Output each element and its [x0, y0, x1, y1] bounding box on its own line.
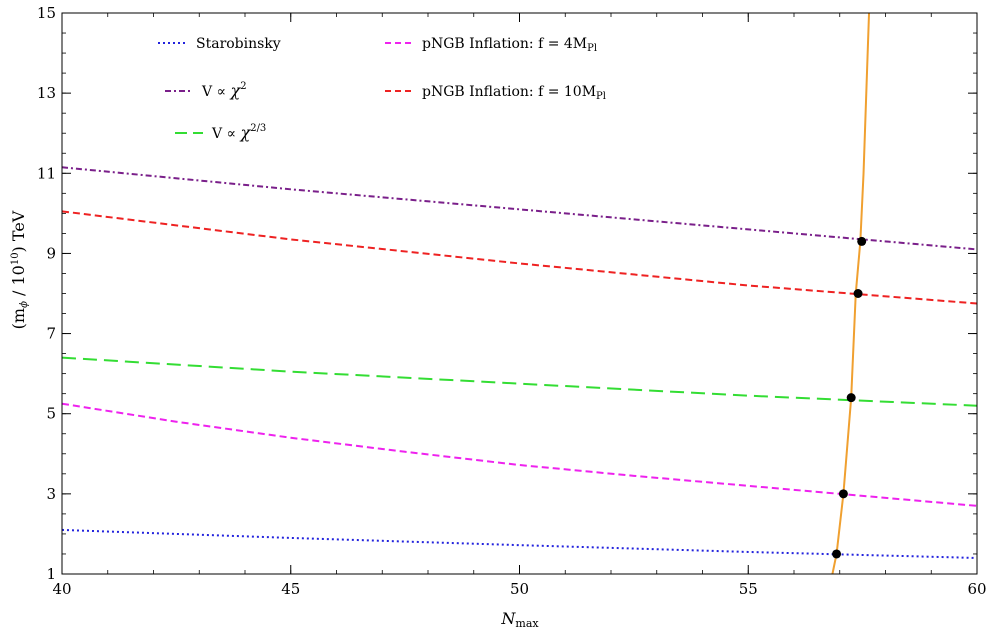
intersection-point-2 — [838, 489, 848, 499]
x-tick-label: 50 — [510, 580, 529, 598]
y-tick-label: 5 — [46, 405, 56, 423]
legend-quadratic-var: χ — [230, 81, 242, 100]
legend: Starobinsky V ∝ χ2 V ∝ χ2/3 pNGB Inflati… — [158, 36, 606, 142]
y-axis-title-close: ) TeV — [9, 210, 28, 252]
x-tick-label: 55 — [739, 580, 758, 598]
legend-quadratic-prefix: V ∝ — [201, 84, 231, 100]
intersection-point-3 — [846, 393, 856, 403]
y-tick-label: 1 — [46, 565, 56, 583]
y-tick-label: 15 — [37, 4, 56, 22]
legend-two-thirds-var: χ — [240, 123, 252, 142]
y-tick-label: 7 — [46, 325, 56, 343]
y-tick-label: 9 — [46, 244, 56, 262]
legend-item-starobinsky: Starobinsky — [158, 36, 281, 52]
x-axis-title-sub: max — [515, 617, 539, 630]
y-axis-title-mid: / 10 — [9, 265, 28, 301]
series-line-5 — [61, 210, 978, 305]
x-tick-labels: 40 45 50 55 60 — [52, 580, 986, 598]
legend-pngb-4-text: pNGB Inflation: f = 4M — [422, 36, 587, 52]
series-line-2 — [61, 166, 978, 251]
legend-label-starobinsky: Starobinsky — [196, 36, 281, 52]
x-axis-title-main: N — [500, 609, 516, 628]
y-tick-label: 11 — [37, 164, 56, 182]
y-axis-title-sub: ϕ — [19, 301, 30, 308]
legend-item-quadratic: V ∝ χ2 — [165, 81, 247, 100]
plot-frame — [61, 12, 978, 575]
y-tick-label: 3 — [46, 485, 56, 503]
legend-pngb-4-sub: Pl — [587, 43, 597, 54]
legend-quadratic-exp: 2 — [240, 81, 246, 92]
series-line-3 — [61, 356, 978, 407]
legend-label-two-thirds: V ∝ χ2/3 — [211, 123, 266, 142]
y-axis-title-open: (m — [9, 308, 28, 329]
x-tick-label: 40 — [52, 580, 71, 598]
legend-item-pngb-10: pNGB Inflation: f = 10MPl — [385, 84, 606, 102]
legend-two-thirds-prefix: V ∝ — [211, 126, 241, 142]
intersection-points — [832, 236, 867, 559]
intersection-point-5 — [857, 236, 867, 246]
legend-label-quadratic: V ∝ χ2 — [201, 81, 247, 100]
x-axis-title: Nmax — [500, 609, 539, 630]
legend-two-thirds-exp: 2/3 — [250, 123, 266, 134]
legend-label-pngb-10: pNGB Inflation: f = 10MPl — [422, 84, 606, 102]
y-axis-title-sup: 10 — [10, 252, 21, 265]
legend-pngb-10-text: pNGB Inflation: f = 10M — [422, 84, 596, 100]
legend-pngb-10-sub: Pl — [596, 91, 606, 102]
x-tick-label: 60 — [967, 580, 986, 598]
legend-label-pngb-4: pNGB Inflation: f = 4MPl — [422, 36, 597, 54]
series-line-4 — [61, 402, 978, 507]
y-tick-label: 13 — [37, 84, 56, 102]
legend-item-pngb-4: pNGB Inflation: f = 4MPl — [385, 36, 597, 54]
y-axis-title: (mϕ / 1010) TeV — [9, 210, 30, 329]
intersection-point-4 — [853, 289, 863, 298]
x-tick-label: 45 — [281, 580, 300, 598]
legend-item-two-thirds: V ∝ χ2/3 — [175, 123, 266, 142]
intersection-point-1 — [832, 549, 842, 559]
